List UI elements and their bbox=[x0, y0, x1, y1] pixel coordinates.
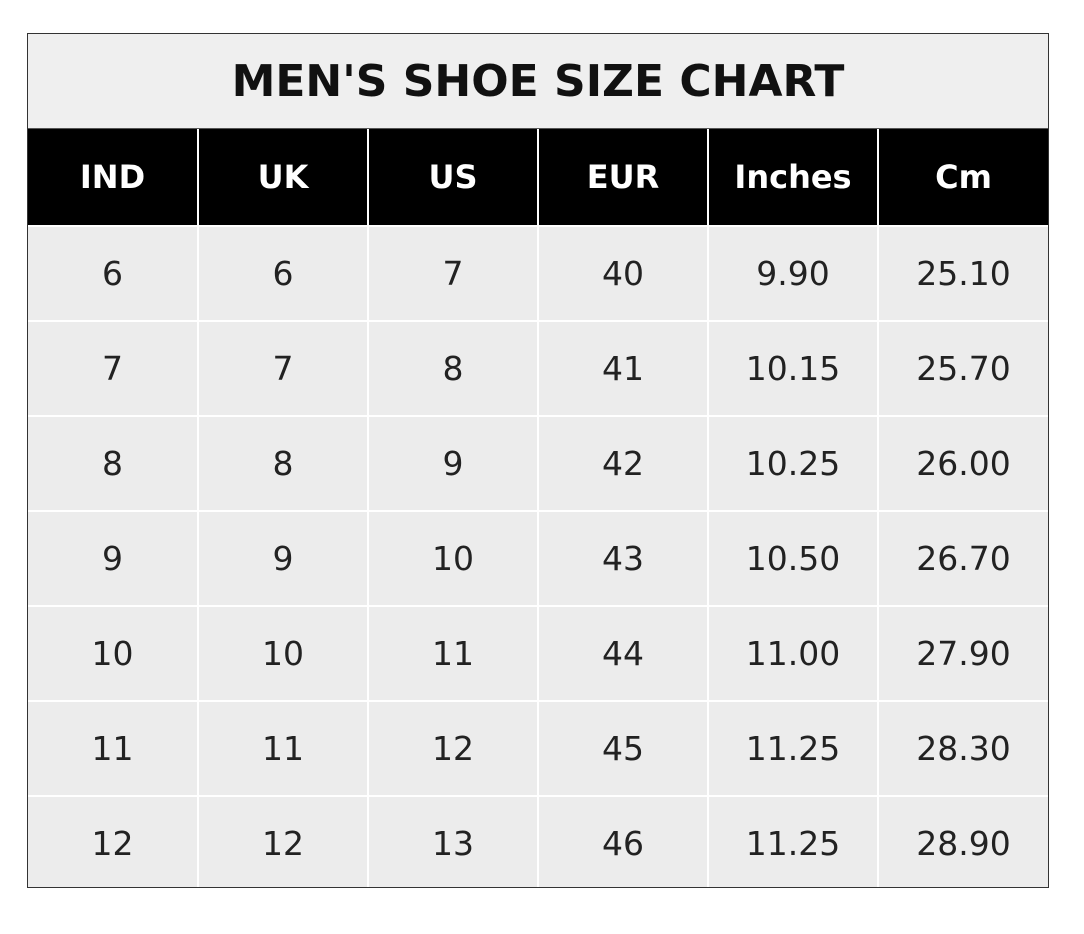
cell-inches: 9.90 bbox=[707, 225, 879, 322]
column-header-eur: EUR bbox=[537, 129, 709, 226]
table-row: 12 12 13 46 11.25 28.90 bbox=[28, 795, 1048, 887]
cell-uk: 11 bbox=[197, 700, 369, 797]
cell-eur: 40 bbox=[537, 225, 709, 322]
cell-inches: 10.50 bbox=[707, 510, 879, 607]
cell-uk: 9 bbox=[197, 510, 369, 607]
table-row: 7 7 8 41 10.15 25.70 bbox=[28, 320, 1048, 417]
column-header-uk: UK bbox=[197, 129, 369, 226]
cell-eur: 43 bbox=[537, 510, 709, 607]
cell-ind: 7 bbox=[28, 320, 199, 417]
cell-eur: 42 bbox=[537, 415, 709, 512]
column-header-ind: IND bbox=[28, 129, 199, 226]
cell-ind: 8 bbox=[28, 415, 199, 512]
cell-uk: 6 bbox=[197, 225, 369, 322]
cell-ind: 11 bbox=[28, 700, 199, 797]
cell-ind: 6 bbox=[28, 225, 199, 322]
cell-ind: 9 bbox=[28, 510, 199, 607]
header-row: IND UK US EUR Inches Cm bbox=[28, 129, 1048, 226]
cell-eur: 45 bbox=[537, 700, 709, 797]
cell-ind: 10 bbox=[28, 605, 199, 702]
size-table: IND UK US EUR Inches Cm 6 6 7 40 9.90 25.10 7 7… bbox=[28, 129, 1048, 887]
cell-cm: 28.30 bbox=[877, 700, 1048, 797]
cell-us: 7 bbox=[367, 225, 539, 322]
cell-us: 13 bbox=[367, 795, 539, 887]
size-chart: MEN'S SHOE SIZE CHART IND UK US EUR Inch… bbox=[27, 33, 1049, 888]
cell-us: 11 bbox=[367, 605, 539, 702]
column-header-us: US bbox=[367, 129, 539, 226]
cell-cm: 28.90 bbox=[877, 795, 1048, 887]
cell-uk: 8 bbox=[197, 415, 369, 512]
cell-uk: 12 bbox=[197, 795, 369, 887]
cell-cm: 26.00 bbox=[877, 415, 1048, 512]
cell-us: 9 bbox=[367, 415, 539, 512]
table-row: 10 10 11 44 11.00 27.90 bbox=[28, 605, 1048, 702]
cell-cm: 27.90 bbox=[877, 605, 1048, 702]
cell-cm: 25.10 bbox=[877, 225, 1048, 322]
cell-inches: 10.25 bbox=[707, 415, 879, 512]
cell-cm: 26.70 bbox=[877, 510, 1048, 607]
cell-inches: 11.25 bbox=[707, 700, 879, 797]
cell-ind: 12 bbox=[28, 795, 199, 887]
cell-us: 12 bbox=[367, 700, 539, 797]
cell-inches: 11.25 bbox=[707, 795, 879, 887]
cell-inches: 11.00 bbox=[707, 605, 879, 702]
cell-inches: 10.15 bbox=[707, 320, 879, 417]
cell-eur: 44 bbox=[537, 605, 709, 702]
table-row: 9 9 10 43 10.50 26.70 bbox=[28, 510, 1048, 607]
cell-cm: 25.70 bbox=[877, 320, 1048, 417]
cell-us: 8 bbox=[367, 320, 539, 417]
cell-uk: 7 bbox=[197, 320, 369, 417]
table-row: 8 8 9 42 10.25 26.00 bbox=[28, 415, 1048, 512]
cell-uk: 10 bbox=[197, 605, 369, 702]
cell-us: 10 bbox=[367, 510, 539, 607]
table-row: 6 6 7 40 9.90 25.10 bbox=[28, 225, 1048, 322]
table-row: 11 11 12 45 11.25 28.30 bbox=[28, 700, 1048, 797]
chart-title: MEN'S SHOE SIZE CHART bbox=[28, 34, 1048, 129]
column-header-inches: Inches bbox=[707, 129, 879, 226]
cell-eur: 41 bbox=[537, 320, 709, 417]
column-header-cm: Cm bbox=[877, 129, 1048, 226]
cell-eur: 46 bbox=[537, 795, 709, 887]
